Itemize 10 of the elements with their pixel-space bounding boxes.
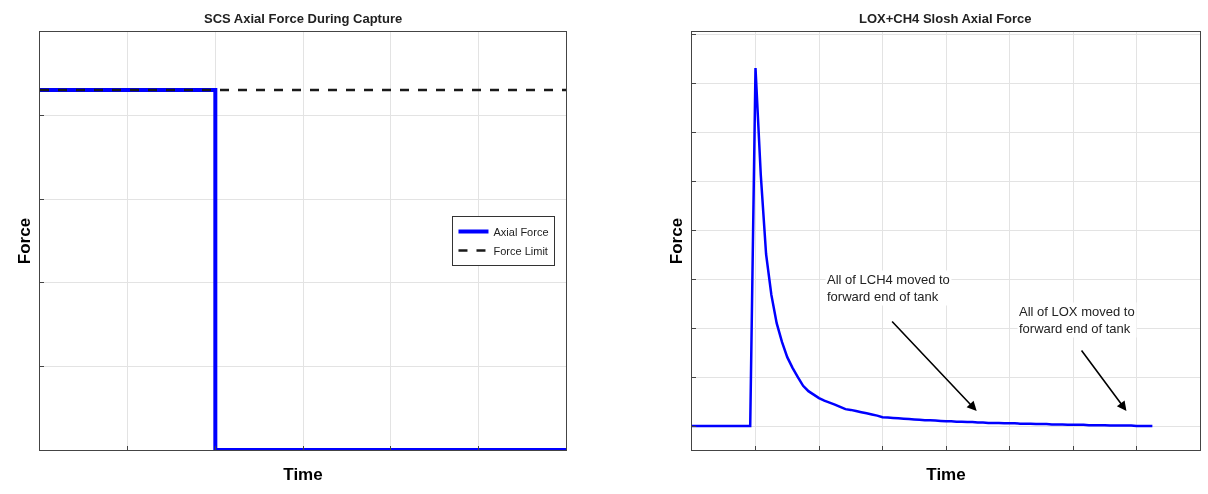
y-axis-title: Force bbox=[666, 217, 686, 265]
chart-title: SCS Axial Force During Capture bbox=[204, 11, 403, 26]
x-axis-title: Time bbox=[926, 465, 966, 485]
y-axis-title: Force bbox=[14, 217, 34, 265]
legend-label: Force Limit bbox=[493, 244, 548, 257]
annotation: All of LOX moved to forward end of tank bbox=[1019, 304, 1135, 336]
legend-label: Axial Force bbox=[493, 225, 549, 238]
annotation: All of LCH4 moved to forward end of tank bbox=[827, 272, 950, 304]
chart-title: LOX+CH4 Slosh Axial Force bbox=[859, 11, 1032, 26]
x-axis-title: Time bbox=[283, 465, 323, 485]
